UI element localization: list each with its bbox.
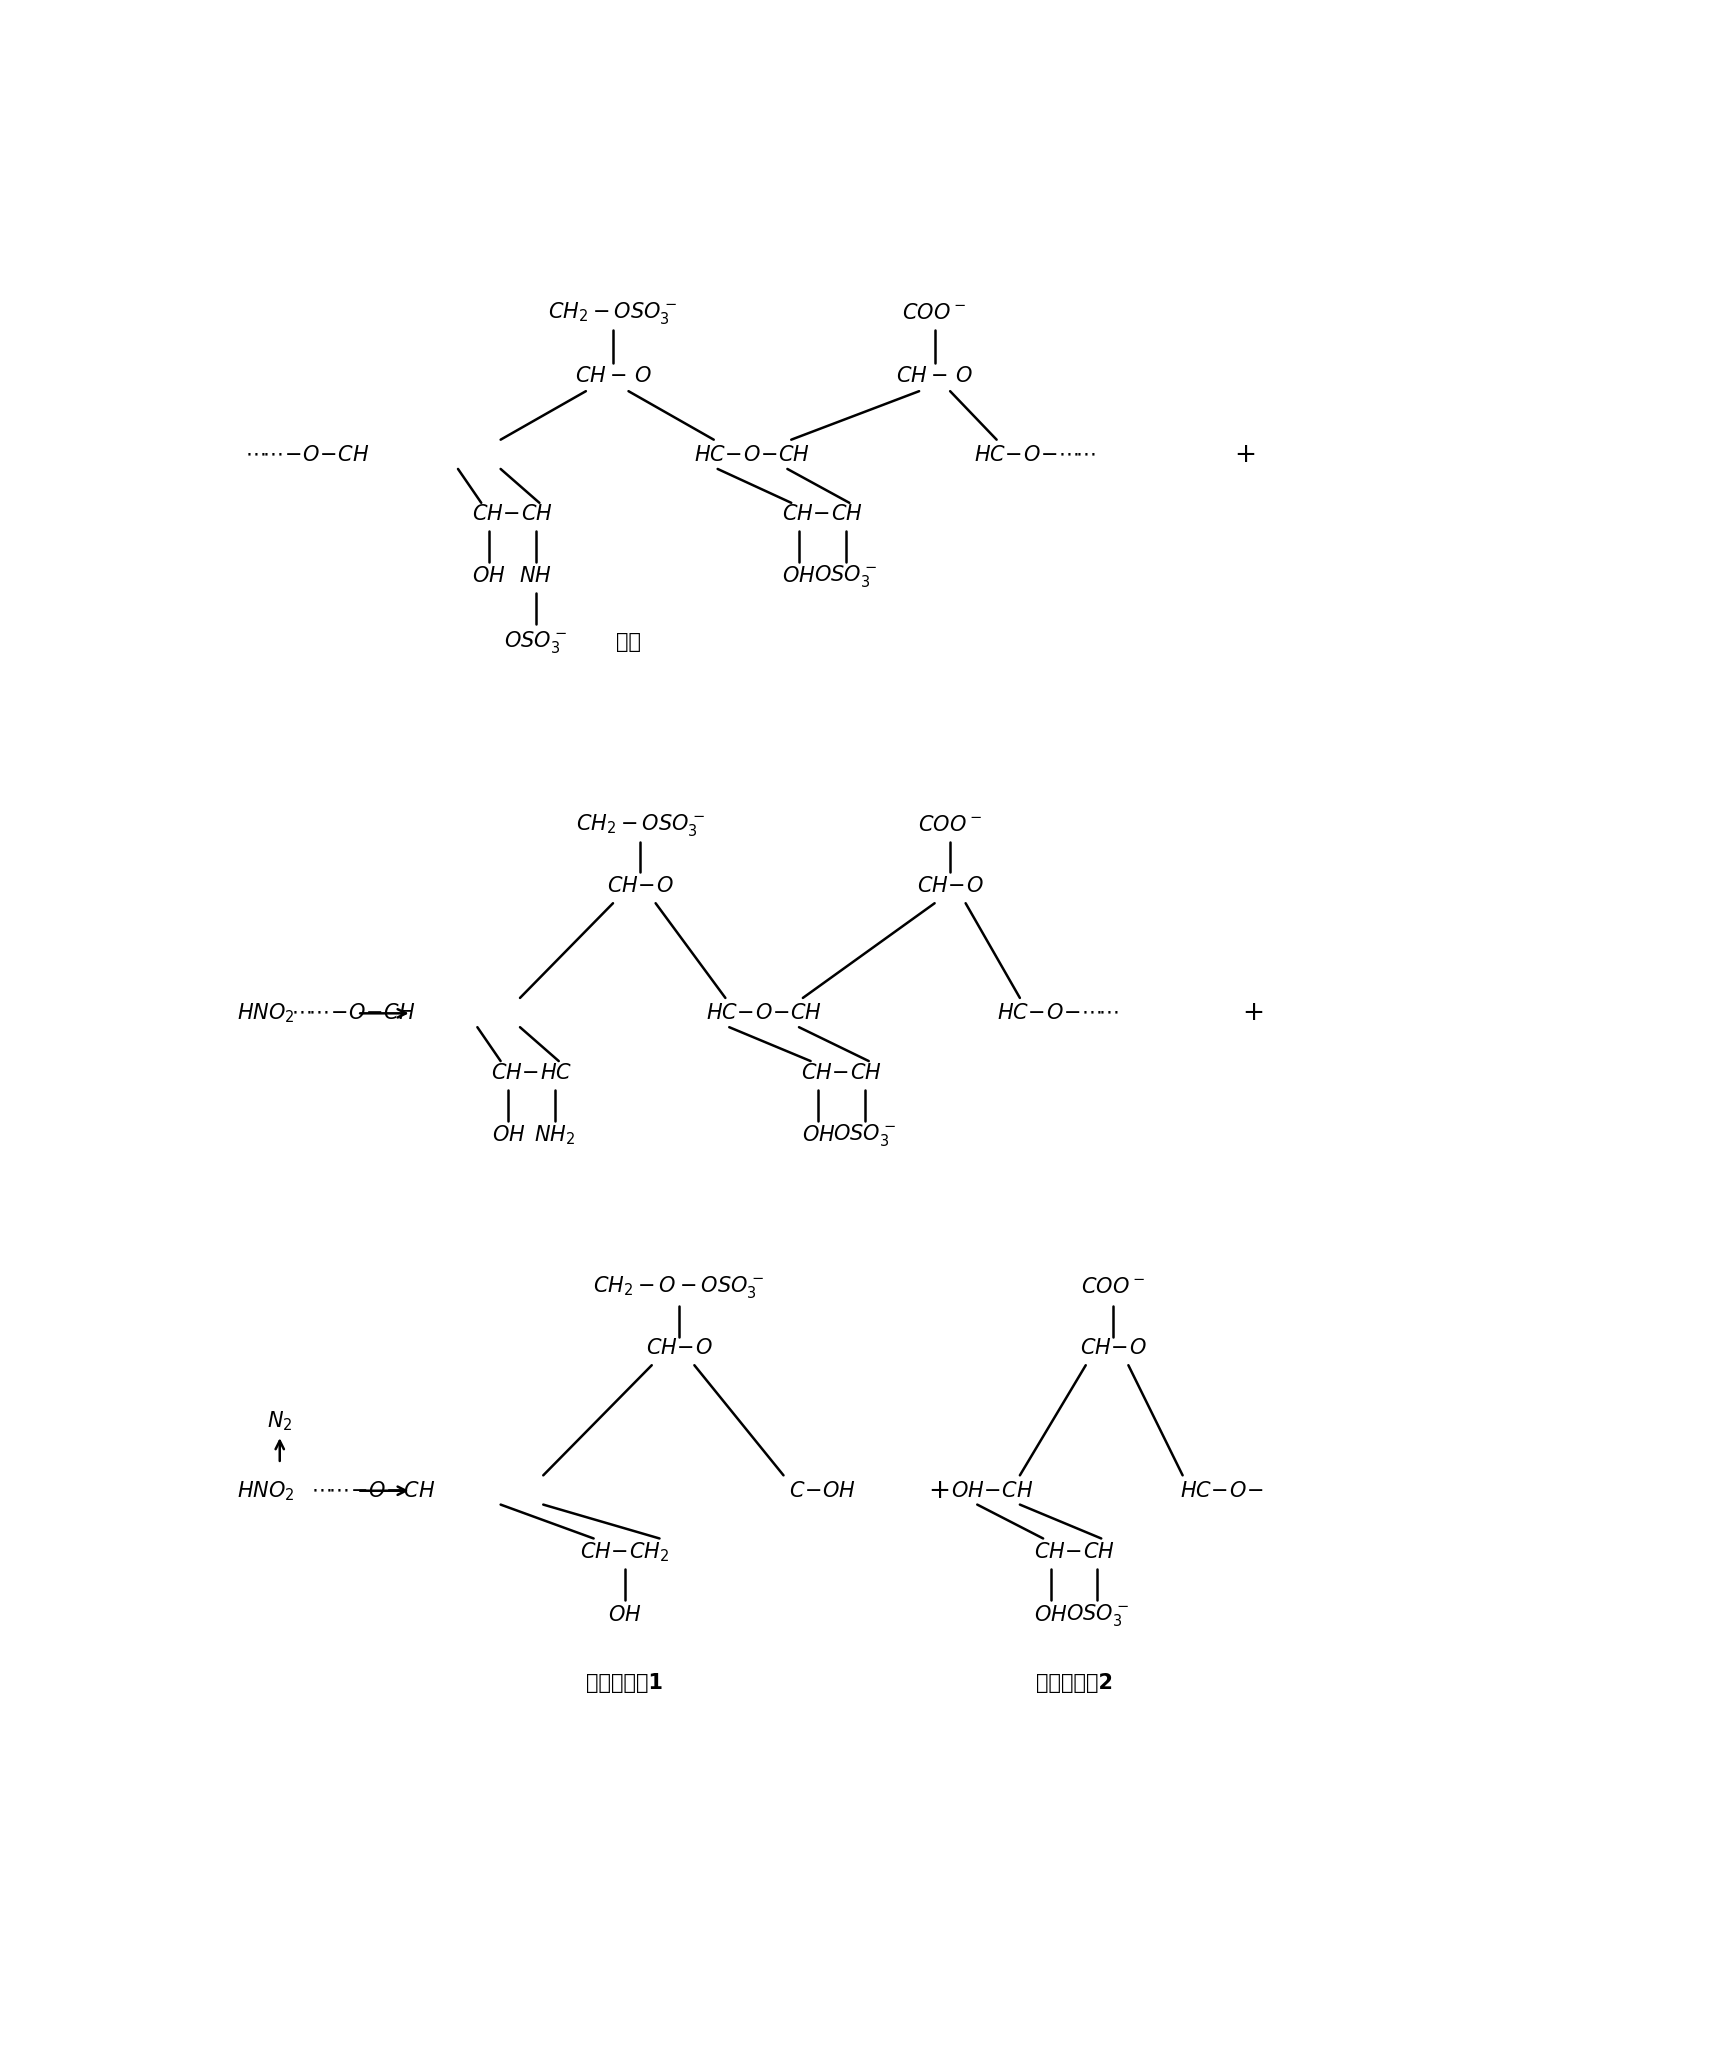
Text: $C\!-\!OH$: $C\!-\!OH$ — [789, 1480, 856, 1500]
Text: $OH$: $OH$ — [1033, 1605, 1068, 1625]
Text: $CH-\, O$: $CH-\, O$ — [575, 366, 652, 385]
Text: $OH$: $OH$ — [491, 1126, 525, 1144]
Text: $+$: $+$ — [1234, 442, 1256, 469]
Text: $OH\!-\!CH$: $OH\!-\!CH$ — [951, 1480, 1033, 1500]
Text: $OH$: $OH$ — [801, 1126, 835, 1144]
Text: $HC\!-\!O\!-\!CH$: $HC\!-\!O\!-\!CH$ — [707, 1003, 823, 1024]
Text: $CH\!-\!CH$: $CH\!-\!CH$ — [801, 1062, 883, 1083]
Text: $CH\!-\!CH$: $CH\!-\!CH$ — [782, 504, 862, 524]
Text: $CH_2-OSO_3^-$: $CH_2-OSO_3^-$ — [575, 813, 705, 837]
Text: $COO^-$: $COO^-$ — [1081, 1277, 1145, 1296]
Text: $OSO_3^-$: $OSO_3^-$ — [814, 563, 878, 590]
Text: $CH\!-\!CH$: $CH\!-\!CH$ — [472, 504, 553, 524]
Text: $CH-\, O$: $CH-\, O$ — [897, 366, 974, 385]
Text: $CH\!-\!HC$: $CH\!-\!HC$ — [491, 1062, 571, 1083]
Text: $OSO_3^-$: $OSO_3^-$ — [833, 1122, 897, 1148]
Text: $OH$: $OH$ — [472, 565, 506, 585]
Text: $N_2$: $N_2$ — [267, 1410, 293, 1433]
Text: $NH$: $NH$ — [518, 565, 553, 585]
Text: $HNO_2$: $HNO_2$ — [238, 1478, 294, 1502]
Text: 肝素: 肝素 — [616, 633, 642, 653]
Text: $CH\!-\!O$: $CH\!-\!O$ — [607, 876, 674, 897]
Text: $\cdots\!\cdots\!-\!O\!-\!CH$: $\cdots\!\cdots\!-\!O\!-\!CH$ — [291, 1003, 416, 1024]
Text: $\cdots\!\cdots\!-\!O\!-\!CH$: $\cdots\!\cdots\!-\!O\!-\!CH$ — [245, 444, 370, 465]
Text: $HC\!-\!O\!-\!\cdots\!\cdots$: $HC\!-\!O\!-\!\cdots\!\cdots$ — [974, 444, 1097, 465]
Text: $CH_2-O-OSO_3^-$: $CH_2-O-OSO_3^-$ — [594, 1273, 765, 1300]
Text: $HC\!-\!O\!-\!CH$: $HC\!-\!O\!-\!CH$ — [695, 444, 811, 465]
Text: $OH$: $OH$ — [607, 1605, 642, 1625]
Text: $+$: $+$ — [1242, 1001, 1263, 1026]
Text: $COO^-$: $COO^-$ — [917, 815, 982, 835]
Text: $COO^-$: $COO^-$ — [902, 303, 967, 323]
Text: $OH$: $OH$ — [782, 565, 816, 585]
Text: $CH\!-\!O$: $CH\!-\!O$ — [645, 1339, 712, 1359]
Text: $OSO_3^-$: $OSO_3^-$ — [503, 628, 566, 655]
Text: $HC\!-\!O\!-$: $HC\!-\!O\!-$ — [1179, 1480, 1263, 1500]
Text: $CH\!-\!CH$: $CH\!-\!CH$ — [1033, 1541, 1114, 1562]
Text: $CH\!-\!O$: $CH\!-\!O$ — [917, 876, 984, 897]
Text: $HC\!-\!O\!-\!\cdots\!\cdots$: $HC\!-\!O\!-\!\cdots\!\cdots$ — [998, 1003, 1119, 1024]
Text: $+$: $+$ — [927, 1478, 950, 1505]
Text: $HNO_2$: $HNO_2$ — [238, 1001, 294, 1026]
Text: $\cdots\!\cdots\!-\!O\!-\!CH$: $\cdots\!\cdots\!-\!O\!-\!CH$ — [311, 1480, 435, 1500]
Text: 低分子肝素2: 低分子肝素2 — [1035, 1672, 1112, 1693]
Text: $CH_2-OSO_3^-$: $CH_2-OSO_3^-$ — [549, 299, 678, 325]
Text: $NH_2$: $NH_2$ — [534, 1124, 575, 1146]
Text: 低分子肝素1: 低分子肝素1 — [587, 1672, 664, 1693]
Text: $OSO_3^-$: $OSO_3^-$ — [1066, 1603, 1129, 1629]
Text: $CH\!-\!O$: $CH\!-\!O$ — [1080, 1339, 1146, 1359]
Text: $CH\!-\!CH_2$: $CH\!-\!CH_2$ — [580, 1541, 669, 1564]
